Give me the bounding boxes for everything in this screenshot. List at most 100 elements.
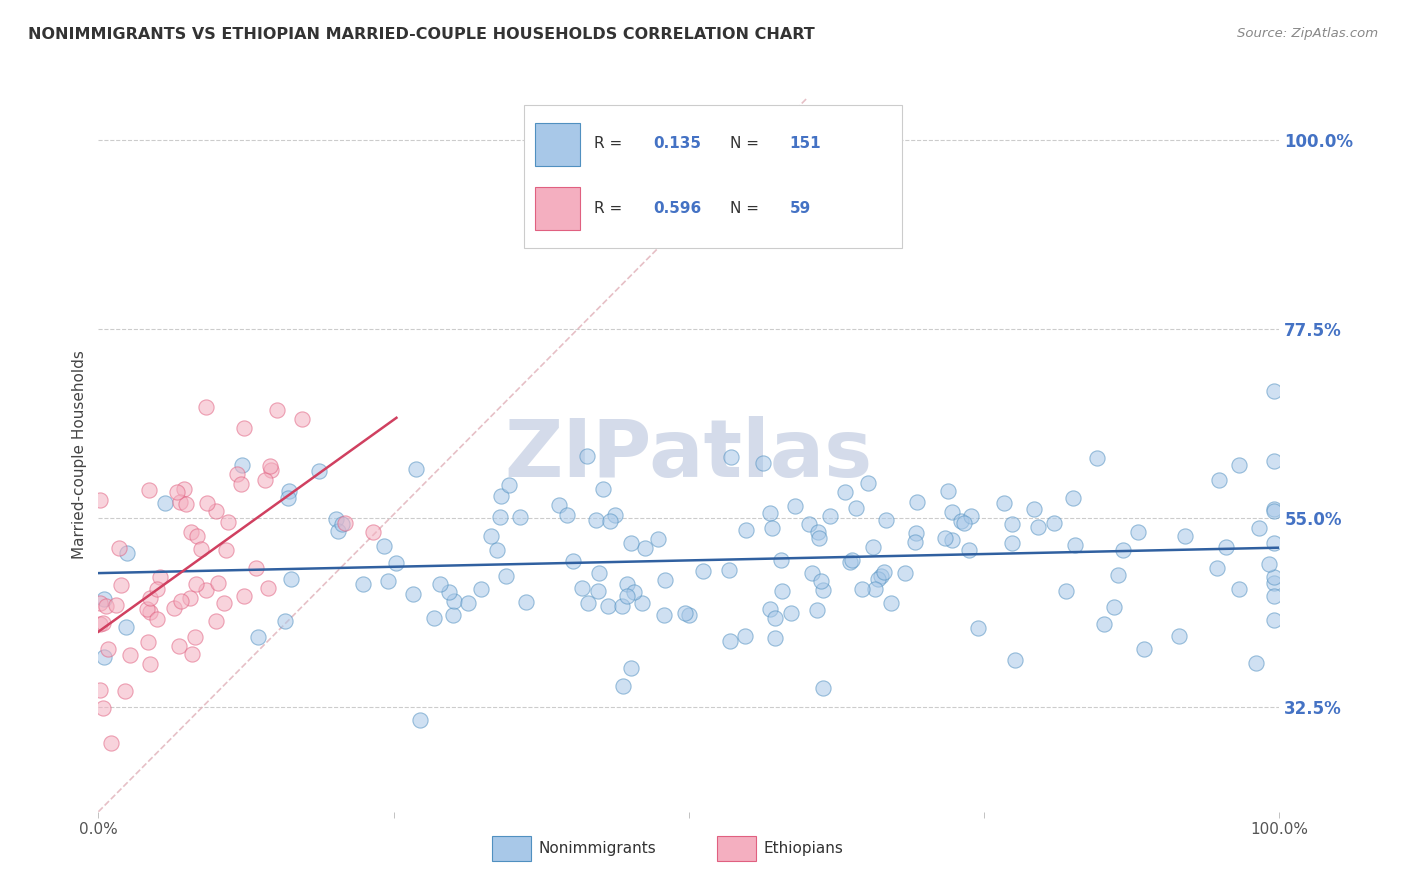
Point	[758, 506, 780, 520]
Point	[1022, 502, 1045, 516]
Point	[763, 631, 786, 645]
Point	[1227, 458, 1250, 472]
Point	[409, 713, 432, 727]
Point	[373, 539, 395, 553]
Point	[894, 566, 917, 580]
Point	[851, 582, 873, 596]
Text: NONIMMIGRANTS VS ETHIOPIAN MARRIED-COUPLE HOUSEHOLDS CORRELATION CHART: NONIMMIGRANTS VS ETHIOPIAN MARRIED-COUPL…	[28, 27, 815, 42]
Point	[495, 569, 517, 583]
Text: Source: ZipAtlas.com: Source: ZipAtlas.com	[1237, 27, 1378, 40]
Point	[1167, 628, 1189, 642]
Point	[1174, 529, 1197, 543]
Point	[231, 458, 253, 473]
Bar	[536, 187, 581, 230]
Point	[97, 641, 120, 656]
Point	[872, 565, 894, 579]
Point	[174, 497, 197, 511]
Point	[1206, 561, 1229, 575]
Point	[875, 513, 897, 527]
Point	[136, 635, 159, 649]
Point	[806, 602, 828, 616]
Point	[145, 612, 167, 626]
Point	[277, 491, 299, 505]
Point	[845, 501, 868, 516]
Text: R =: R =	[595, 201, 627, 216]
Point	[470, 582, 492, 597]
Point	[616, 577, 638, 591]
Point	[612, 679, 634, 693]
Point	[89, 493, 111, 508]
Point	[879, 596, 901, 610]
Point	[443, 594, 465, 608]
Point	[571, 581, 593, 595]
Point	[810, 574, 832, 588]
Point	[139, 657, 162, 672]
Point	[233, 589, 256, 603]
Point	[966, 621, 988, 635]
Point	[610, 599, 633, 614]
Point	[772, 583, 794, 598]
Point	[807, 524, 830, 539]
Point	[429, 576, 451, 591]
Point	[631, 596, 654, 610]
Point	[91, 701, 114, 715]
Bar	[536, 123, 581, 166]
Point	[957, 543, 980, 558]
Point	[620, 535, 643, 549]
Point	[308, 464, 330, 478]
Point	[153, 495, 176, 509]
Point	[245, 561, 267, 575]
Point	[1263, 535, 1285, 549]
Point	[277, 483, 299, 498]
Point	[1063, 539, 1085, 553]
Point	[163, 601, 186, 615]
Point	[117, 546, 139, 560]
Y-axis label: Married-couple Households: Married-couple Households	[72, 351, 87, 559]
Point	[1263, 504, 1285, 518]
Point	[673, 606, 696, 620]
Point	[179, 591, 201, 605]
Point	[941, 533, 963, 548]
Point	[441, 607, 464, 622]
Point	[1263, 569, 1285, 583]
Point	[1004, 653, 1026, 667]
Point	[561, 554, 583, 568]
Point	[498, 477, 520, 491]
Point	[333, 516, 356, 531]
Point	[1215, 540, 1237, 554]
Point	[1112, 543, 1135, 558]
Point	[253, 474, 276, 488]
Point	[993, 496, 1015, 510]
Text: R =: R =	[595, 136, 627, 152]
Point	[800, 566, 823, 580]
Point	[226, 467, 249, 481]
Point	[1085, 450, 1108, 465]
Point	[479, 529, 502, 543]
Text: Nonimmigrants: Nonimmigrants	[538, 841, 657, 855]
Point	[1263, 589, 1285, 603]
Point	[361, 524, 384, 539]
Point	[139, 591, 162, 606]
Point	[1263, 613, 1285, 627]
Point	[1263, 575, 1285, 590]
Point	[515, 595, 537, 609]
Point	[118, 648, 141, 662]
Point	[457, 596, 479, 610]
Point	[217, 515, 239, 529]
Point	[811, 582, 834, 597]
Point	[1208, 473, 1230, 487]
Point	[257, 581, 280, 595]
Point	[377, 574, 399, 589]
Point	[489, 489, 512, 503]
Point	[266, 403, 288, 417]
Point	[585, 513, 607, 527]
Point	[953, 516, 976, 530]
Point	[207, 575, 229, 590]
Point	[114, 619, 136, 633]
Point	[1062, 491, 1084, 505]
Point	[865, 582, 887, 597]
Point	[838, 555, 860, 569]
Point	[1001, 536, 1024, 550]
Point	[1107, 567, 1129, 582]
Point	[616, 589, 638, 603]
